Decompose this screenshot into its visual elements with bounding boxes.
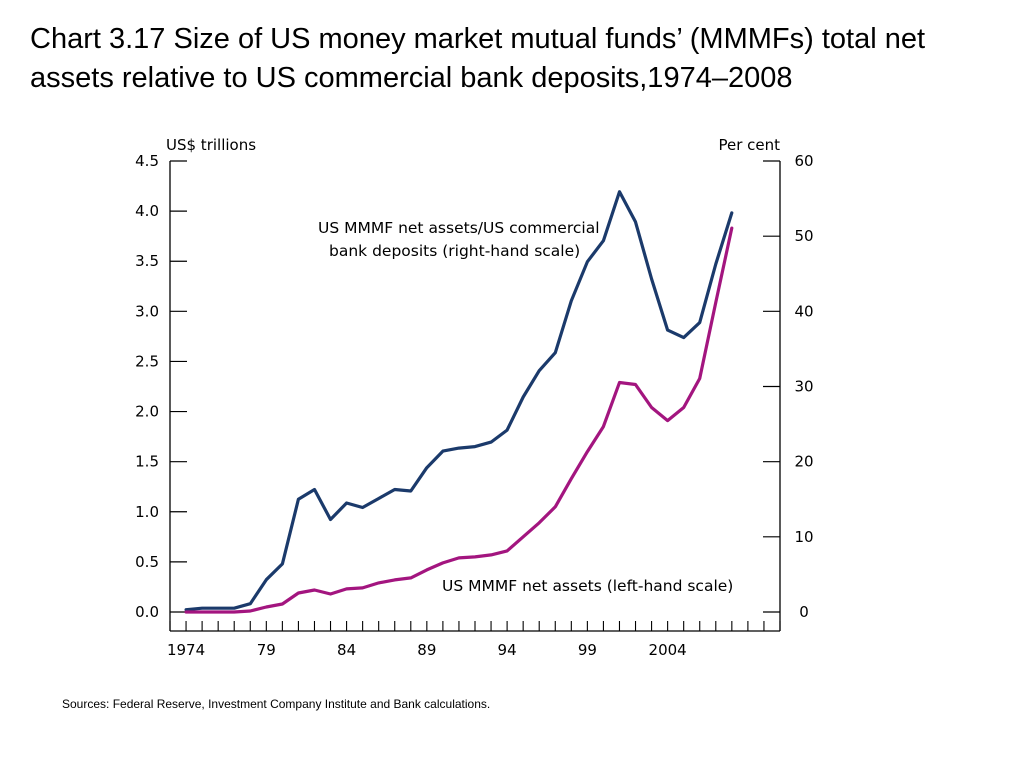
ratio-series-annotation: US MMMF net assets/US commercial (318, 219, 600, 237)
left-y-tick-label: 3.5 (135, 252, 159, 270)
right-y-tick-label: 50 (794, 227, 813, 245)
right-y-axis: 0 10 20 30 40 50 60 (763, 152, 814, 621)
left-y-tick-label: 2.5 (135, 352, 159, 370)
x-tick-label: 99 (578, 641, 597, 659)
right-y-tick-label: 30 (794, 378, 813, 396)
right-y-tick-label: 0 (799, 603, 809, 621)
left-axis-unit-label: US$ trillions (166, 136, 256, 154)
left-y-tick-label: 4.0 (135, 202, 159, 220)
right-y-tick-label: 60 (794, 152, 813, 170)
ratio-series-annotation-line2: bank deposits (right-hand scale) (329, 242, 580, 260)
x-tick-label: 1974 (167, 641, 205, 659)
x-tick-label: 94 (498, 641, 517, 659)
left-y-tick-label: 3.0 (135, 302, 159, 320)
series-lines (184, 190, 734, 614)
left-y-tick-label: 0.0 (135, 603, 159, 621)
net-assets-series-line (184, 226, 734, 614)
x-tick-label: 2004 (649, 641, 687, 659)
x-tick-label: 84 (337, 641, 356, 659)
left-y-tick-label: 1.0 (135, 503, 159, 521)
ratio-series-line (184, 190, 734, 612)
left-y-tick-label: 1.5 (135, 453, 159, 471)
x-tick-label: 89 (417, 641, 436, 659)
annotations: US MMMF net assets/US commercial bank dep… (318, 219, 733, 595)
net-assets-series-annotation: US MMMF net assets (left-hand scale) (442, 577, 733, 595)
right-axis-unit-label: Per cent (718, 136, 780, 154)
left-y-tick-label: 0.5 (135, 553, 159, 571)
right-y-tick-label: 20 (794, 453, 813, 471)
chart-title: Chart 3.17 Size of US money market mutua… (30, 23, 926, 94)
right-y-tick-label: 10 (794, 528, 813, 546)
x-axis: 1974 79 84 89 94 99 2004 (167, 621, 781, 659)
right-y-tick-label: 40 (794, 302, 813, 320)
left-y-tick-label: 2.0 (135, 403, 159, 421)
left-y-axis: 0.0 0.5 1.0 1.5 2.0 2.5 3.0 3.5 4.0 4.5 (135, 152, 187, 621)
sources-note: Sources: Federal Reserve, Investment Com… (62, 697, 491, 711)
left-y-tick-label: 4.5 (135, 152, 159, 170)
x-tick-label: 79 (257, 641, 276, 659)
